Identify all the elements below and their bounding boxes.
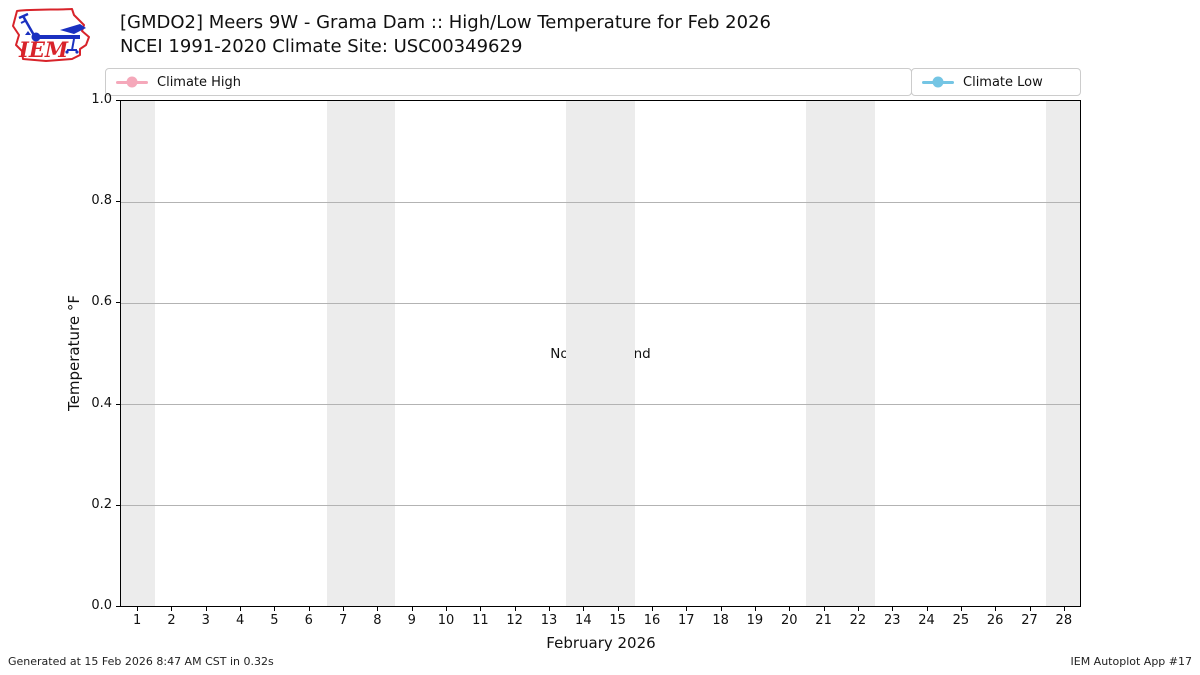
y-tick-label: 1.0 bbox=[91, 92, 112, 107]
x-tick-label: 19 bbox=[746, 613, 764, 628]
weekend-shading-band bbox=[121, 101, 156, 606]
y-tick-mark bbox=[116, 403, 120, 405]
x-tick-label: 27 bbox=[1021, 613, 1038, 628]
x-tick-label: 18 bbox=[712, 613, 729, 628]
x-tick-label: 7 bbox=[338, 613, 348, 628]
x-tick-mark bbox=[171, 607, 173, 611]
x-tick-label: 9 bbox=[407, 613, 416, 628]
x-tick-mark bbox=[926, 607, 928, 611]
x-tick-mark bbox=[274, 607, 276, 611]
x-tick-mark bbox=[480, 607, 482, 611]
x-tick-label: 1 bbox=[133, 613, 142, 628]
x-tick-mark bbox=[754, 607, 756, 611]
iowa-outline-weathervane-icon: IEM bbox=[12, 8, 90, 62]
x-tick-mark bbox=[343, 607, 345, 611]
x-tick-mark bbox=[514, 607, 516, 611]
y-tick-mark bbox=[116, 302, 120, 304]
x-tick-label: 8 bbox=[373, 613, 382, 628]
x-tick-mark bbox=[549, 607, 551, 611]
x-tick-mark bbox=[617, 607, 619, 611]
x-tick-label: 10 bbox=[437, 613, 455, 628]
x-axis-label: February 2026 bbox=[546, 634, 656, 652]
y-tick-mark bbox=[116, 606, 120, 607]
legend-climate-high: Climate High bbox=[105, 68, 912, 96]
y-tick-label: 0.0 bbox=[91, 598, 112, 613]
chart-header: [GMDO2] Meers 9W - Grama Dam :: High/Low… bbox=[120, 11, 771, 59]
x-tick-mark bbox=[960, 607, 962, 611]
x-tick-label: 2 bbox=[167, 613, 176, 628]
x-tick-mark bbox=[205, 607, 207, 611]
x-tick-mark bbox=[1029, 607, 1031, 611]
x-tick-label: 6 bbox=[304, 613, 313, 628]
x-tick-label: 4 bbox=[235, 613, 245, 628]
y-tick-label: 0.8 bbox=[91, 193, 112, 209]
x-tick-label: 16 bbox=[643, 613, 661, 628]
legend-label-climate-low: Climate Low bbox=[963, 74, 1043, 90]
legend-climate-low: Climate Low bbox=[911, 68, 1081, 96]
x-tick-label: 13 bbox=[540, 613, 558, 628]
legend-label-climate-high: Climate High bbox=[157, 74, 242, 90]
y-gridline bbox=[121, 404, 1080, 405]
y-tick-mark bbox=[116, 201, 120, 203]
x-tick-label: 20 bbox=[780, 613, 798, 628]
x-tick-label: 28 bbox=[1055, 613, 1073, 628]
app-credit: IEM Autoplot App #17 bbox=[1070, 655, 1193, 668]
y-tick-label: 0.4 bbox=[91, 395, 112, 411]
x-tick-label: 21 bbox=[815, 613, 832, 628]
y-axis-label: Temperature °F bbox=[65, 295, 83, 411]
y-tick-label: 0.2 bbox=[91, 496, 112, 512]
iem-logo: IEM bbox=[8, 4, 110, 68]
x-tick-mark bbox=[720, 607, 722, 611]
logo-text: IEM bbox=[18, 37, 69, 62]
x-tick-label: 11 bbox=[472, 613, 489, 628]
x-tick-mark bbox=[411, 607, 413, 611]
weekend-shading-band bbox=[806, 101, 875, 606]
climate-low-line-marker-icon bbox=[922, 80, 954, 84]
climate-high-line-marker-icon bbox=[116, 80, 148, 84]
y-tick-mark bbox=[116, 504, 120, 506]
x-tick-mark bbox=[377, 607, 379, 611]
weekend-shading-band bbox=[566, 101, 635, 606]
x-tick-label: 24 bbox=[918, 613, 935, 628]
x-tick-mark bbox=[995, 607, 997, 611]
x-tick-mark bbox=[583, 607, 585, 611]
x-tick-mark bbox=[823, 607, 825, 611]
x-tick-mark bbox=[892, 607, 894, 611]
y-gridline bbox=[121, 303, 1080, 304]
generated-timestamp: Generated at 15 Feb 2026 8:47 AM CST in … bbox=[8, 655, 274, 668]
x-tick-mark bbox=[789, 607, 791, 611]
x-tick-label: 15 bbox=[609, 613, 626, 628]
x-tick-label: 17 bbox=[678, 613, 695, 628]
plot-area: No Data Found bbox=[120, 100, 1081, 607]
chart-title: [GMDO2] Meers 9W - Grama Dam :: High/Low… bbox=[120, 12, 771, 33]
x-tick-mark bbox=[240, 607, 242, 611]
chart-subtitle: NCEI 1991-2020 Climate Site: USC00349629 bbox=[120, 36, 523, 57]
y-gridline bbox=[121, 505, 1080, 506]
x-tick-label: 3 bbox=[201, 613, 210, 628]
x-tick-mark bbox=[446, 607, 448, 611]
x-tick-mark bbox=[1063, 607, 1065, 611]
y-tick-label: 0.6 bbox=[91, 294, 112, 310]
x-tick-mark bbox=[686, 607, 688, 611]
x-tick-label: 25 bbox=[952, 613, 970, 628]
x-tick-mark bbox=[651, 607, 653, 611]
x-tick-mark bbox=[308, 607, 310, 611]
x-tick-label: 26 bbox=[986, 613, 1004, 628]
x-tick-label: 23 bbox=[883, 613, 901, 628]
x-tick-label: 22 bbox=[849, 613, 867, 628]
weekend-shading-band bbox=[1045, 101, 1080, 606]
y-gridline bbox=[121, 202, 1080, 203]
x-tick-label: 12 bbox=[506, 613, 523, 628]
weekend-shading-band bbox=[326, 101, 395, 606]
y-tick-mark bbox=[116, 100, 120, 101]
x-tick-label: 14 bbox=[575, 613, 592, 628]
x-tick-label: 5 bbox=[270, 613, 279, 628]
x-tick-mark bbox=[857, 607, 859, 611]
x-tick-mark bbox=[137, 607, 139, 611]
